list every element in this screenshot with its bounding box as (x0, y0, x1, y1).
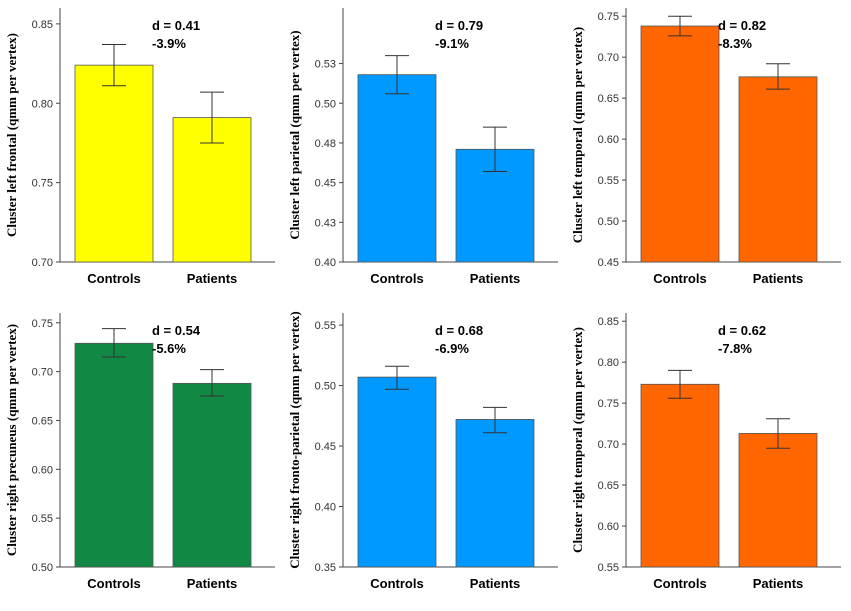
bar-controls (74, 64, 154, 263)
y-tick-label: 0.50 (598, 216, 619, 228)
chart-svg: 0.40 0.43 0.45 0.48 0.50 0.53 Cluster left par… (287, 8, 558, 286)
effect-size-label: d = 0.79 (435, 18, 483, 33)
y-axis-label: Cluster right fronto-parietal (qmm per v… (287, 311, 302, 568)
x-category-label: Controls (653, 271, 706, 286)
y-tick-label: 0.48 (315, 138, 336, 150)
y-tick-label: 0.75 (32, 318, 53, 330)
y-axis-label: Cluster right precuneus (qmm per vertex) (4, 324, 19, 556)
y-axis-label: Cluster left frontal (qmm per vertex) (4, 33, 19, 237)
y-tick-label: 0.55 (598, 175, 619, 187)
y-tick-label: 0.75 (598, 398, 619, 410)
y-tick-label: 0.60 (598, 521, 619, 533)
y-tick-label: 0.50 (315, 98, 336, 110)
x-category-label: Patients (753, 271, 804, 286)
effect-size-label: d = 0.68 (435, 323, 483, 338)
x-category-label: Patients (470, 576, 521, 591)
bar-patients (455, 419, 535, 568)
percent-change-label: -5.6% (152, 341, 186, 356)
panel-right-precuneus: 0.50 0.55 0.60 0.65 0.70 0.75 Cluster right pr… (0, 305, 283, 610)
bar-controls (640, 383, 720, 568)
x-category-label: Patients (187, 576, 238, 591)
x-category-label: Controls (653, 576, 706, 591)
percent-change-label: -9.1% (435, 36, 469, 51)
y-tick-label: 0.80 (32, 98, 53, 110)
y-tick-label: 0.80 (598, 357, 619, 369)
y-tick-label: 0.45 (315, 178, 336, 190)
y-tick-label: 0.43 (315, 217, 336, 229)
y-tick-label: 0.53 (315, 59, 336, 71)
y-tick-label: 0.65 (598, 480, 619, 492)
x-category-label: Patients (187, 271, 238, 286)
x-category-label: Controls (87, 576, 140, 591)
x-category-label: Controls (370, 271, 423, 286)
y-tick-label: 0.65 (598, 93, 619, 105)
effect-size-label: d = 0.41 (152, 18, 200, 33)
panel-right-temporal: 0.55 0.60 0.65 0.70 0.75 0.80 0.85 Cluster righ… (566, 305, 849, 610)
percent-change-label: -8.3% (718, 36, 752, 51)
y-tick-label: 0.70 (598, 439, 619, 451)
x-category-label: Controls (87, 271, 140, 286)
x-category-label: Controls (370, 576, 423, 591)
bar-controls (640, 25, 720, 263)
percent-change-label: -6.9% (435, 341, 469, 356)
bar-patients (738, 433, 818, 568)
panel-right-fronto-parietal: 0.35 0.40 0.45 0.50 0.55 Cluster right fronto… (283, 305, 566, 610)
y-tick-label: 0.75 (32, 178, 53, 190)
y-tick-label: 0.65 (32, 415, 53, 427)
bar-controls (357, 376, 437, 568)
y-axis-label: Cluster left parietal (qmm per vertex) (287, 30, 302, 239)
bar-controls (74, 342, 154, 568)
y-tick-label: 0.70 (32, 367, 53, 379)
y-tick-label: 0.50 (315, 381, 336, 393)
effect-size-label: d = 0.54 (152, 323, 201, 338)
y-tick-label: 0.70 (598, 52, 619, 64)
y-tick-label: 0.35 (315, 562, 336, 574)
x-category-label: Patients (470, 271, 521, 286)
y-tick-label: 0.45 (315, 441, 336, 453)
percent-change-label: -3.9% (152, 36, 186, 51)
chart-svg: 0.45 0.50 0.55 0.60 0.65 0.70 0.75 Cluster left… (570, 8, 841, 286)
panel-left-frontal: 0.70 0.75 0.80 0.85 Cluster left frontal (qm… (0, 0, 283, 305)
y-tick-label: 0.60 (32, 464, 53, 476)
bar-controls (357, 74, 437, 263)
y-axis-label: Cluster right temporal (qmm per vertex) (570, 327, 585, 553)
y-tick-label: 0.40 (315, 257, 336, 269)
chart-svg: 0.50 0.55 0.60 0.65 0.70 0.75 Cluster right pr… (4, 313, 275, 591)
bar-patients (738, 76, 818, 263)
x-category-label: Patients (753, 576, 804, 591)
y-tick-label: 0.55 (315, 320, 336, 332)
y-tick-label: 0.85 (598, 316, 619, 328)
chart-svg: 0.35 0.40 0.45 0.50 0.55 Cluster right fronto… (287, 311, 558, 591)
percent-change-label: -7.8% (718, 341, 752, 356)
y-tick-label: 0.55 (32, 513, 53, 525)
y-tick-label: 0.55 (598, 562, 619, 574)
y-tick-label: 0.70 (32, 257, 53, 269)
effect-size-label: d = 0.62 (718, 323, 766, 338)
effect-size-label: d = 0.82 (718, 18, 766, 33)
y-axis-label: Cluster left temporal (qmm per vertex) (570, 27, 585, 243)
y-tick-label: 0.60 (598, 134, 619, 146)
chart-svg: 0.55 0.60 0.65 0.70 0.75 0.80 0.85 Cluster righ… (570, 313, 841, 591)
y-tick-label: 0.40 (315, 502, 336, 514)
y-tick-label: 0.45 (598, 257, 619, 269)
bar-patients (172, 382, 252, 568)
chart-svg: 0.70 0.75 0.80 0.85 Cluster left frontal (qm… (4, 8, 275, 286)
y-tick-label: 0.85 (32, 19, 53, 31)
y-tick-label: 0.75 (598, 11, 619, 23)
panel-left-temporal: 0.45 0.50 0.55 0.60 0.65 0.70 0.75 Cluster left… (566, 0, 849, 305)
panel-left-parietal: 0.40 0.43 0.45 0.48 0.50 0.53 Cluster left par… (283, 0, 566, 305)
y-tick-label: 0.50 (32, 562, 53, 574)
